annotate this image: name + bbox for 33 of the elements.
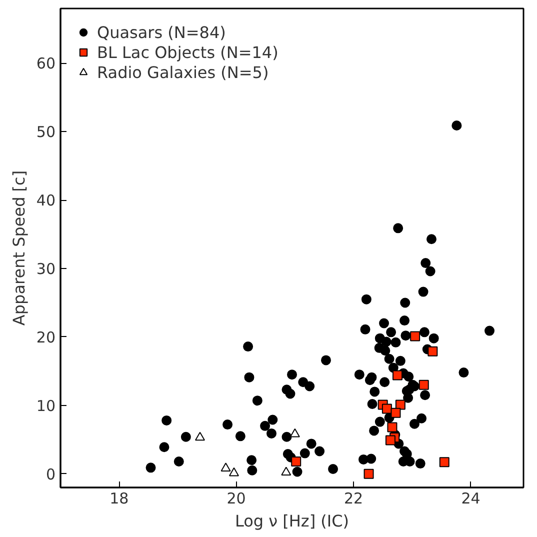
point <box>290 428 300 438</box>
x-tick-label: 24 <box>461 490 480 508</box>
point <box>418 380 429 390</box>
point <box>281 466 292 476</box>
point <box>385 435 396 446</box>
y-tick-label: 60 <box>36 54 56 73</box>
y-tick-label: 30 <box>36 260 56 278</box>
x-axis-title: Log ν [Hz] (IC) <box>234 512 350 530</box>
point <box>395 400 406 410</box>
point <box>439 457 450 468</box>
y-tick-label: 10 <box>36 396 56 415</box>
x-tick-label: 22 <box>344 490 364 508</box>
point <box>220 462 231 472</box>
point <box>428 346 438 356</box>
legend-label: BL Lac Objects (N=14) <box>97 42 278 62</box>
y-tick-label: 40 <box>36 192 56 210</box>
point <box>390 408 401 418</box>
x-tick-label: 18 <box>110 490 129 508</box>
point <box>364 468 374 479</box>
point <box>387 422 398 432</box>
x-tick-label: 20 <box>226 490 246 508</box>
y-tick-label: 0 <box>46 465 56 484</box>
point <box>382 404 392 414</box>
point <box>194 432 205 441</box>
legend-label: Quasars (N=84) <box>97 22 226 42</box>
point <box>228 467 239 476</box>
point <box>410 331 420 342</box>
legend-label: Radio Galaxies (N=5) <box>97 62 269 82</box>
point <box>392 370 402 380</box>
y-tick-label: 20 <box>36 328 56 346</box>
point <box>291 456 302 466</box>
y-tick-label: 50 <box>36 123 56 142</box>
y-axis-title: Apparent Speed [c] <box>9 170 28 326</box>
